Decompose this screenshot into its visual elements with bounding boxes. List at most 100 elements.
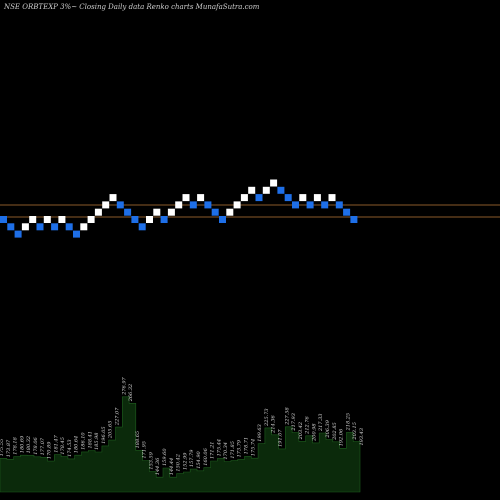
renko-brick-up — [167, 208, 175, 216]
renko-brick-down — [284, 194, 292, 202]
renko-brick-down — [219, 216, 226, 223]
renko-brick-up — [313, 194, 321, 202]
volume-label: 171.85 — [230, 441, 236, 459]
volume-label: 205.65 — [108, 421, 114, 440]
volume-label: 217.33 — [318, 414, 324, 433]
renko-brick-down — [204, 201, 212, 209]
volume-label: 185.98 — [94, 433, 100, 451]
renko-brick-up — [80, 223, 88, 231]
volume-label: 154.90 — [196, 450, 202, 468]
volume-label: 157.79 — [189, 449, 195, 467]
renko-brick-down — [138, 223, 146, 231]
volume-labels: 175.55 173.87 178.18 180.69 180.32 178.06 177.… — [0, 376, 365, 475]
renko-brick-up — [29, 216, 37, 223]
volume-label: 180.64 — [74, 436, 80, 454]
volume-label: 225.73 — [264, 408, 270, 427]
volume-label: 214.36 — [271, 414, 277, 433]
volume-label: 144.36 — [155, 457, 161, 475]
renko-brick-up — [240, 194, 248, 202]
volume-label: 203.15 — [352, 422, 358, 441]
renko-brick-down — [116, 201, 124, 209]
volume-label: 196.05 — [101, 426, 107, 444]
volume-label: 191.07 — [278, 429, 284, 447]
renko-brick-up — [328, 194, 336, 202]
volume-label: 203.42 — [298, 422, 304, 441]
renko-brick-down — [292, 201, 299, 209]
renko-brick-down — [73, 230, 80, 238]
renko-brick-up — [21, 223, 29, 231]
renko-brick-up — [299, 194, 307, 202]
renko-brick-up — [43, 216, 51, 223]
volume-label: 200.98 — [312, 423, 318, 442]
renko-brick-down — [277, 186, 285, 194]
renko-brick-up — [102, 201, 110, 209]
volume-label: 227.58 — [284, 407, 290, 426]
renko-brick-down — [65, 223, 73, 231]
volume-label: 180.32 — [26, 436, 32, 454]
volume-label: 175.74 — [250, 439, 256, 457]
volume-label: 175.44 — [216, 439, 222, 457]
volume-label: 171.21 — [210, 442, 216, 460]
renko-brick-up — [182, 194, 190, 202]
volume-label: 160.06 — [203, 447, 209, 465]
volume-label: 144.44 — [169, 458, 175, 476]
volume-label: 153.59 — [148, 451, 154, 469]
renko-brick-down — [350, 216, 358, 223]
volume-label: 171.95 — [142, 441, 148, 459]
volume-label: 178.45 — [60, 437, 66, 455]
volume-label: 181.47 — [53, 434, 59, 452]
renko-brick-down — [36, 223, 44, 231]
renko-brick-down — [124, 208, 132, 216]
volume-label: 180.69 — [19, 435, 25, 453]
volume-area — [0, 396, 361, 493]
volume-label: 170.34 — [223, 442, 229, 460]
renko-brick-down — [255, 194, 263, 202]
renko-brick-up — [248, 186, 256, 194]
volume-label: 159.60 — [162, 448, 168, 466]
renko-brick-down — [321, 201, 329, 209]
renko-brick-down — [14, 230, 22, 238]
renko-brick-up — [87, 216, 95, 223]
renko-brick-down — [335, 201, 343, 209]
volume-label: 217.93 — [291, 413, 297, 432]
volume-label: 177.07 — [40, 437, 46, 455]
volume-label: 175.55 — [0, 439, 5, 457]
volume-label: 212.76 — [305, 415, 311, 434]
volume-label: 206.39 — [325, 419, 331, 438]
renko-brick-up — [226, 208, 234, 216]
volume-label: 174.53 — [67, 439, 73, 457]
renko-brick-down — [189, 201, 197, 209]
volume-label: 178.71 — [244, 437, 250, 455]
reference-lines — [0, 204, 500, 218]
volume-label: 186.10 — [81, 432, 87, 450]
volume-label: 227.07 — [115, 407, 121, 426]
renko-brick-down — [131, 216, 139, 223]
renko-brick-up — [146, 216, 153, 223]
renko-brick-down — [343, 208, 351, 216]
volume-label: 152.99 — [182, 452, 188, 470]
renko-brick-down — [160, 216, 168, 223]
renko-brick-up — [270, 179, 278, 187]
volume-label: 178.06 — [33, 436, 39, 454]
renko-brick-up — [58, 216, 66, 223]
volume-label: 218.25 — [345, 413, 351, 432]
renko-brick-up — [175, 201, 183, 209]
volume-label: 188.41 — [87, 431, 93, 449]
volume-label: 188.65 — [135, 431, 141, 449]
volume-label: 170.89 — [47, 441, 53, 459]
volume-label: 199.63 — [257, 424, 263, 442]
renko-bricks — [0, 179, 358, 238]
volume-label: 193.43 — [359, 428, 365, 446]
volume-label: 266.32 — [128, 384, 134, 403]
renko-brick-up — [94, 208, 102, 216]
renko-brick-up — [233, 201, 241, 209]
renko-brick-down — [306, 201, 314, 209]
volume-area-path — [0, 396, 361, 493]
chart-title: NSE ORBTEXP 3%~ Closing Daily data Renko… — [4, 3, 260, 11]
volume-label: 173.87 — [6, 439, 12, 457]
volume-label: 173.79 — [237, 439, 243, 457]
renko-brick-up — [109, 194, 117, 202]
renko-brick-down — [51, 223, 59, 231]
volume-label: 202.85 — [332, 422, 338, 441]
